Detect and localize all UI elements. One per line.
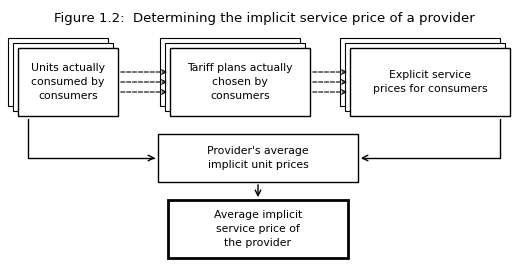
Bar — [350, 48, 510, 116]
Bar — [8, 38, 108, 106]
Bar — [170, 48, 310, 116]
Text: Figure 1.2:  Determining the implicit service price of a provider: Figure 1.2: Determining the implicit ser… — [54, 12, 474, 25]
Bar — [160, 38, 300, 106]
Text: Average implicit
service price of
the provider: Average implicit service price of the pr… — [214, 210, 302, 248]
Bar — [158, 134, 358, 182]
Text: Tariff plans actually
chosen by
consumers: Tariff plans actually chosen by consumer… — [187, 63, 293, 101]
Bar — [168, 200, 348, 258]
Bar — [13, 43, 113, 111]
Bar — [165, 43, 305, 111]
Bar — [340, 38, 500, 106]
Bar — [345, 43, 505, 111]
Text: Explicit service
prices for consumers: Explicit service prices for consumers — [373, 70, 487, 94]
Text: Provider's average
implicit unit prices: Provider's average implicit unit prices — [207, 146, 309, 170]
Text: Units actually
consumed by
consumers: Units actually consumed by consumers — [31, 63, 105, 101]
Bar — [18, 48, 118, 116]
